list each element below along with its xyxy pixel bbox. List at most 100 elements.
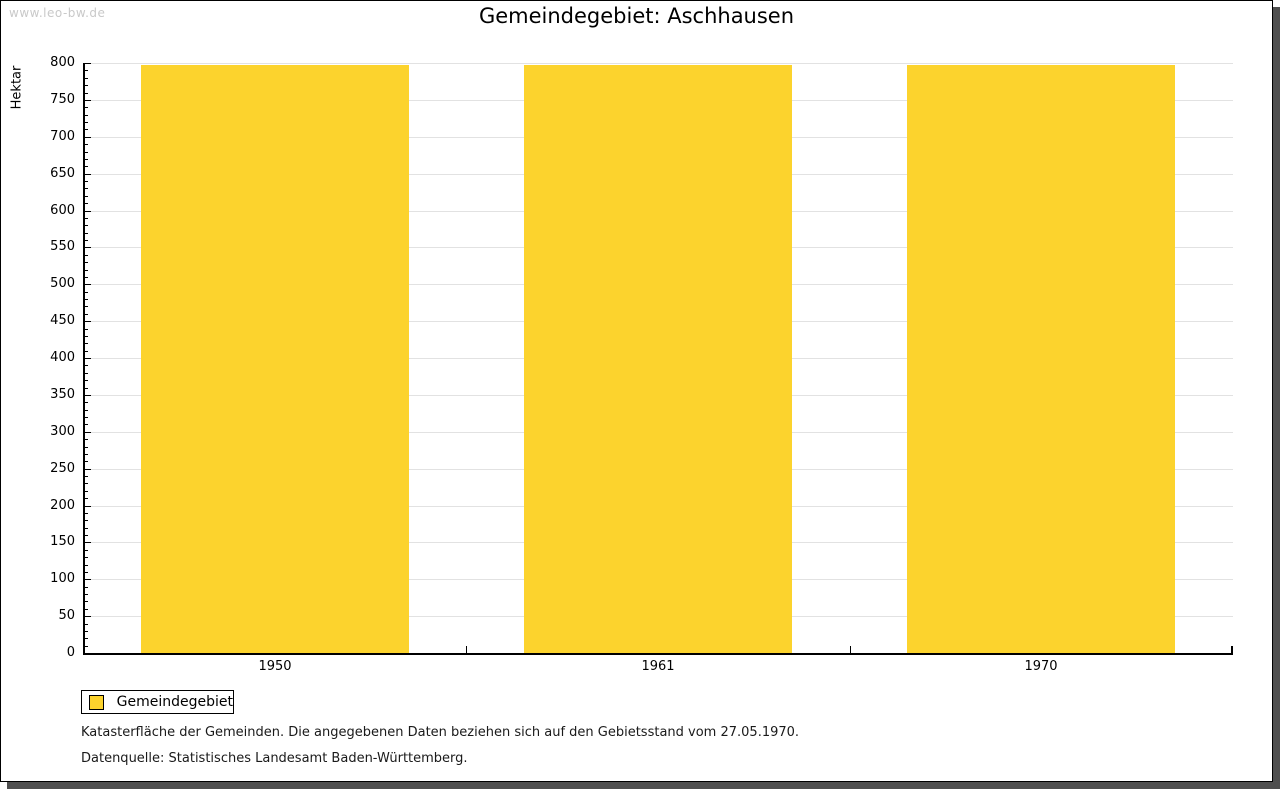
y-tick — [85, 100, 91, 101]
y-tick — [85, 93, 88, 94]
y-tick — [85, 579, 91, 580]
footnote-source: Datenquelle: Statistisches Landesamt Bad… — [81, 751, 468, 766]
y-tick — [85, 314, 88, 315]
y-tick — [85, 115, 88, 116]
x-axis-line — [83, 653, 1233, 655]
watermark-url: www.leo-bw.de — [9, 6, 106, 20]
y-tick — [85, 653, 91, 654]
y-tick-label: 100 — [50, 571, 75, 586]
y-tick — [85, 70, 88, 71]
y-tick — [85, 520, 88, 521]
y-tick — [85, 211, 91, 212]
y-tick — [85, 233, 88, 234]
y-tick — [85, 483, 88, 484]
y-tick — [85, 292, 88, 293]
y-tick — [85, 565, 88, 566]
y-tick — [85, 181, 88, 182]
y-tick — [85, 174, 91, 175]
bar-1961 — [524, 65, 792, 653]
y-tick — [85, 78, 88, 79]
y-tick-label: 750 — [50, 92, 75, 107]
y-tick — [85, 196, 88, 197]
y-tick — [85, 402, 88, 403]
y-tick — [85, 85, 88, 86]
y-tick — [85, 152, 88, 153]
y-tick — [85, 373, 88, 374]
y-tick — [85, 498, 88, 499]
bar-1970 — [907, 65, 1175, 653]
y-tick-label: 0 — [66, 645, 75, 660]
y-tick — [85, 594, 88, 595]
x-tick-label: 1961 — [641, 659, 675, 674]
y-tick — [85, 203, 88, 204]
y-tick — [85, 284, 91, 285]
legend-color-swatch — [89, 694, 104, 710]
y-tick-label: 300 — [50, 424, 75, 439]
y-tick — [85, 513, 88, 514]
y-axis-label: Hektar — [9, 65, 25, 110]
x-tick-label: 1970 — [1024, 659, 1058, 674]
y-tick-label: 50 — [58, 608, 75, 623]
y-tick — [85, 188, 88, 189]
y-tick — [85, 624, 88, 625]
y-tick — [85, 277, 88, 278]
y-tick — [85, 107, 88, 108]
y-tick — [85, 218, 88, 219]
y-tick — [85, 336, 88, 337]
y-tick — [85, 447, 88, 448]
legend-series-label: Gemeindegebiet — [116, 694, 233, 710]
y-tick — [85, 601, 88, 602]
y-gridline — [85, 63, 1233, 64]
y-tick — [85, 461, 88, 462]
y-tick — [85, 491, 88, 492]
x-group-tick — [850, 646, 851, 653]
y-tick — [85, 395, 91, 396]
y-tick — [85, 388, 88, 389]
y-tick — [85, 557, 88, 558]
y-tick — [85, 609, 88, 610]
y-tick — [85, 410, 88, 411]
y-tick — [85, 240, 88, 241]
y-tick — [85, 351, 88, 352]
y-tick — [85, 270, 88, 271]
y-tick — [85, 358, 91, 359]
y-axis-line — [83, 63, 85, 655]
y-tick — [85, 144, 88, 145]
y-tick — [85, 321, 91, 322]
y-tick — [85, 122, 88, 123]
y-tick-label: 550 — [50, 239, 75, 254]
chart-title: Gemeindegebiet: Aschhausen — [478, 4, 795, 28]
y-tick — [85, 63, 91, 64]
y-tick — [85, 329, 88, 330]
y-tick — [85, 631, 88, 632]
y-tick — [85, 129, 88, 130]
y-tick — [85, 454, 88, 455]
y-tick — [85, 535, 88, 536]
y-tick — [85, 247, 91, 248]
y-tick — [85, 365, 88, 366]
y-tick — [85, 646, 88, 647]
y-tick — [85, 550, 88, 551]
y-tick — [85, 225, 88, 226]
y-tick — [85, 343, 88, 344]
y-tick — [85, 587, 88, 588]
y-tick — [85, 616, 91, 617]
y-tick-label: 450 — [50, 313, 75, 328]
y-tick — [85, 166, 88, 167]
y-tick — [85, 380, 88, 381]
y-tick — [85, 506, 91, 507]
y-tick — [85, 432, 91, 433]
y-tick-label: 400 — [50, 350, 75, 365]
y-tick — [85, 439, 88, 440]
y-tick — [85, 262, 88, 263]
footnote-description: Katasterfläche der Gemeinden. Die angege… — [81, 725, 800, 740]
y-tick-label: 650 — [50, 166, 75, 181]
y-tick — [85, 469, 91, 470]
y-tick — [85, 159, 88, 160]
y-tick — [85, 528, 88, 529]
y-tick-label: 250 — [50, 461, 75, 476]
y-tick — [85, 137, 91, 138]
y-tick — [85, 476, 88, 477]
y-tick — [85, 299, 88, 300]
